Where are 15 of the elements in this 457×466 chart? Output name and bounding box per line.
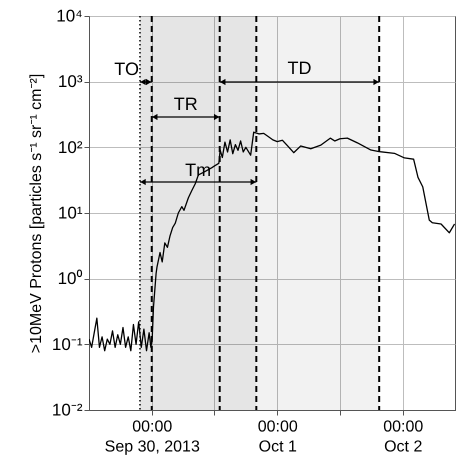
y-tick-label: 10⁴ [56, 6, 82, 26]
y-tick-label: 10⁻² [52, 400, 83, 420]
x-tick-label: 00:00 Sep 30, 2013 [104, 418, 200, 456]
y-tick-label: 10² [58, 138, 83, 157]
y-tick-label: 10¹ [58, 204, 83, 222]
y-tick-label: 10⁰ [58, 269, 82, 288]
band-label: Tm [185, 160, 212, 180]
band-label: TD [287, 58, 312, 78]
x-tick-label: 00:00 Oct 2 [383, 418, 424, 456]
y-tick-label: 10³ [58, 72, 83, 92]
band-label: TO [114, 59, 139, 79]
x-tick-label: 00:00 Oct 1 [258, 418, 298, 456]
y-axis-title: >10MeV Protons [particles s⁻¹ sr⁻¹ cm⁻²] [28, 74, 45, 354]
band-label: TR [174, 94, 198, 114]
y-tick-label: 10⁻¹ [52, 334, 83, 354]
